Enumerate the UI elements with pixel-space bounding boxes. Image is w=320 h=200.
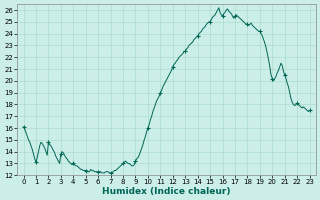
X-axis label: Humidex (Indice chaleur): Humidex (Indice chaleur) <box>102 187 231 196</box>
